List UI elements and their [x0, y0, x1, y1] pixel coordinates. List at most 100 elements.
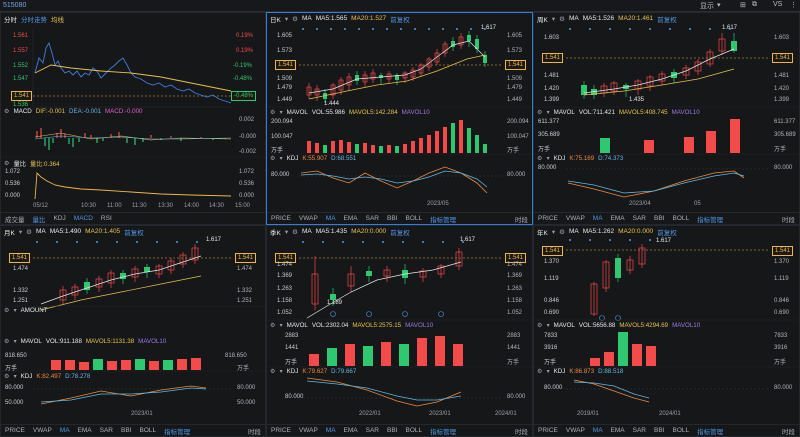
indicator-manage-button[interactable]: 指标管理 — [697, 428, 724, 436]
monthly-kline-panel[interactable]: 月K ▾ ⚙ MA MA5:1.490 MA20:1.405 前复权 1.541… — [0, 225, 266, 437]
period-label[interactable]: 周K — [537, 16, 548, 24]
tab-avg-line[interactable]: 均线 — [51, 16, 64, 24]
mavol-label[interactable]: MAVOL — [553, 109, 575, 116]
adjust-mode[interactable]: 前复权 — [390, 229, 410, 237]
ratio-label[interactable]: 量比 — [13, 161, 26, 168]
tab-boll[interactable]: BOLL — [405, 427, 423, 434]
kdj-label[interactable]: KDJ — [553, 155, 566, 162]
tab-sar[interactable]: SAR — [99, 427, 113, 434]
tab-boll[interactable]: BOLL — [672, 427, 690, 434]
tab-price[interactable]: PRICE — [271, 427, 291, 434]
gear-icon[interactable]: ⚙ — [292, 15, 298, 23]
gear-icon[interactable]: ⚙ — [537, 109, 543, 116]
tab-ema[interactable]: EMA — [610, 215, 625, 222]
tab-ema[interactable]: EMA — [77, 427, 92, 434]
tab-price[interactable]: PRICE — [538, 215, 558, 222]
kdj-label[interactable]: KDJ — [286, 368, 299, 375]
amount-label[interactable]: AMOUNT — [20, 307, 48, 314]
chevron-down-icon[interactable]: ▾ — [279, 368, 283, 375]
chevron-down-icon[interactable]: ▾ — [551, 15, 556, 23]
tab-intraday-trend[interactable]: 分时走势 — [21, 16, 47, 24]
chevron-down-icon[interactable]: ▾ — [546, 322, 550, 329]
gear-icon[interactable]: ⚙ — [4, 373, 10, 380]
vs-button[interactable]: VS — [773, 1, 783, 8]
tab-bbi[interactable]: BBI — [121, 427, 132, 434]
adjust-mode[interactable]: 前复权 — [657, 229, 677, 237]
period-segment-button[interactable]: 时段 — [515, 216, 528, 224]
chevron-down-icon[interactable]: ▾ — [13, 307, 17, 314]
tab-price[interactable]: PRICE — [271, 215, 291, 222]
weekly-kline-panel[interactable]: 周K ▾ ⚙ MA MA5:1.526 MA20:1.461 前复权 1.603… — [533, 12, 800, 225]
period-segment-button[interactable]: 时段 — [248, 428, 261, 436]
chevron-down-icon[interactable]: ▾ — [13, 338, 17, 345]
chevron-down-icon[interactable]: ▾ — [18, 228, 23, 236]
daily-kline-panel[interactable]: 日K ▾ ⚙ MA MA5:1.565 MA20:1.527 前复权 1.605… — [266, 12, 533, 225]
chevron-down-icon[interactable]: ▾ — [279, 322, 283, 329]
tab-bbi[interactable]: BBI — [387, 215, 398, 222]
tab-kdj[interactable]: KDJ — [53, 215, 66, 222]
tab-volume[interactable]: 成交量 — [5, 216, 25, 224]
chevron-down-icon[interactable]: ▾ — [717, 2, 721, 9]
gear-icon[interactable]: ⚙ — [270, 109, 276, 116]
gear-icon[interactable]: ⚙ — [537, 322, 543, 329]
gear-icon[interactable]: ⚙ — [4, 160, 10, 167]
chevron-down-icon[interactable]: ▾ — [284, 15, 289, 23]
tab-ma[interactable]: MA — [592, 427, 603, 434]
mavol-label[interactable]: MAVOL — [286, 322, 308, 329]
gear-icon[interactable]: ⚙ — [559, 15, 565, 23]
gear-icon[interactable]: ⚙ — [270, 368, 276, 375]
mavol-label[interactable]: MAVOL — [286, 109, 308, 116]
period-label[interactable]: 日K — [270, 16, 281, 24]
period-segment-button[interactable]: 时段 — [782, 428, 795, 436]
gear-icon[interactable]: ⚙ — [537, 368, 543, 375]
tab-macd[interactable]: MACD — [73, 215, 93, 222]
tab-boll[interactable]: BOLL — [139, 427, 157, 434]
gear-icon[interactable]: ⚙ — [4, 338, 10, 345]
chevron-down-icon[interactable]: ▾ — [279, 109, 283, 116]
indicator-manage-button[interactable]: 指标管理 — [697, 216, 724, 224]
chevron-down-icon[interactable]: ▾ — [279, 155, 283, 162]
yearly-kline-panel[interactable]: 年K ▾ ⚙ MA MA5:1.262 MA20:0.000 前复权 1.541… — [533, 225, 800, 437]
gear-icon[interactable]: ⚙ — [559, 228, 565, 236]
indicator-manage-button[interactable]: 指标管理 — [430, 428, 457, 436]
tab-price[interactable]: PRICE — [5, 427, 25, 434]
grid-icon[interactable]: ⊞ — [740, 2, 746, 9]
chevron-down-icon[interactable]: ▾ — [546, 368, 550, 375]
tab-vwap[interactable]: VWAP — [565, 215, 585, 222]
period-label[interactable]: 月K — [4, 229, 15, 237]
chevron-down-icon[interactable]: ▾ — [546, 155, 550, 162]
period-label[interactable]: 季K — [270, 229, 281, 237]
tab-vwap[interactable]: VWAP — [298, 215, 318, 222]
tab-ma[interactable]: MA — [325, 215, 336, 222]
gear-icon[interactable]: ⚙ — [4, 307, 10, 314]
tab-ma[interactable]: MA — [592, 215, 603, 222]
tab-bbi[interactable]: BBI — [654, 427, 665, 434]
tab-bbi[interactable]: BBI — [654, 215, 665, 222]
tab-vwap[interactable]: VWAP — [298, 427, 318, 434]
adjust-mode[interactable]: 前复权 — [390, 16, 410, 24]
gear-icon[interactable]: ⚙ — [4, 108, 10, 115]
kdj-label[interactable]: KDJ — [20, 373, 33, 380]
gear-icon[interactable]: ⚙ — [292, 228, 298, 236]
chevron-down-icon[interactable]: ▾ — [551, 228, 556, 236]
kdj-label[interactable]: KDJ — [286, 155, 299, 162]
adjust-mode[interactable]: 前复权 — [124, 229, 144, 237]
tab-ma[interactable]: MA — [59, 427, 70, 434]
tab-ema[interactable]: EMA — [610, 427, 625, 434]
macd-label[interactable]: MACD — [13, 108, 32, 115]
tab-ema[interactable]: EMA — [343, 427, 358, 434]
tab-boll[interactable]: BOLL — [672, 215, 690, 222]
chevron-down-icon[interactable]: ▾ — [13, 373, 17, 380]
chevron-down-icon[interactable]: ▾ — [546, 109, 550, 116]
tab-sar[interactable]: SAR — [632, 427, 646, 434]
tab-boll[interactable]: BOLL — [405, 215, 423, 222]
gear-icon[interactable]: ⚙ — [26, 228, 32, 236]
tab-vwap[interactable]: VWAP — [32, 427, 52, 434]
mavol-label[interactable]: MAVOL — [20, 338, 42, 345]
tab-price[interactable]: PRICE — [538, 427, 558, 434]
tab-rsi[interactable]: RSI — [100, 215, 112, 222]
indicator-manage-button[interactable]: 指标管理 — [430, 216, 457, 224]
kdj-label[interactable]: KDJ — [553, 368, 566, 375]
tab-intraday[interactable]: 分时 — [4, 16, 17, 24]
tab-vwap[interactable]: VWAP — [565, 427, 585, 434]
